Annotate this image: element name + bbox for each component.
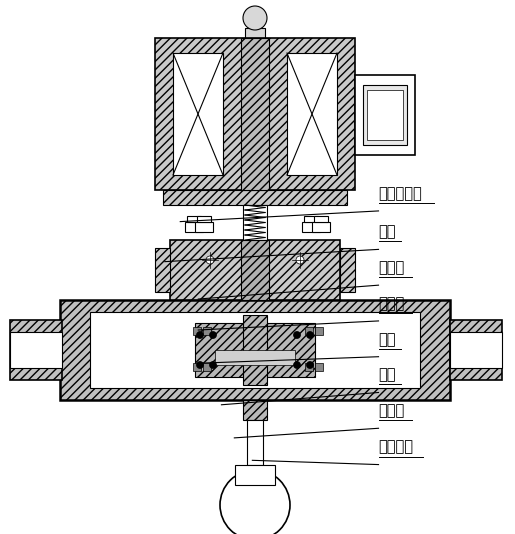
Text: 主阀芯: 主阀芯 <box>379 260 405 275</box>
Text: 阀体: 阀体 <box>379 224 396 239</box>
Circle shape <box>296 256 304 264</box>
Circle shape <box>210 362 216 368</box>
Bar <box>90 312 420 388</box>
Bar <box>241 240 269 300</box>
Bar <box>193 327 201 335</box>
Bar <box>450 332 502 368</box>
Circle shape <box>206 256 214 264</box>
Bar <box>60 300 450 400</box>
Bar <box>10 332 62 368</box>
Bar <box>215 350 295 365</box>
Bar <box>305 327 313 335</box>
Bar <box>312 222 330 232</box>
Circle shape <box>243 6 267 30</box>
Circle shape <box>220 470 290 534</box>
Bar <box>185 222 203 232</box>
Bar <box>265 323 315 377</box>
Bar <box>187 216 201 222</box>
Circle shape <box>197 332 203 339</box>
Bar <box>243 400 267 420</box>
Bar <box>304 216 318 222</box>
Text: 弹簧: 弹簧 <box>379 367 396 382</box>
Circle shape <box>294 362 300 368</box>
Bar <box>193 363 201 371</box>
Circle shape <box>210 332 216 339</box>
Bar <box>450 320 502 380</box>
Bar <box>367 90 403 140</box>
Bar <box>10 320 62 380</box>
Bar <box>241 38 269 190</box>
Bar <box>247 420 263 465</box>
Bar <box>315 363 323 371</box>
Bar <box>243 205 267 240</box>
Text: 卸压孔: 卸压孔 <box>379 296 405 311</box>
Bar <box>235 465 275 485</box>
Circle shape <box>294 332 300 339</box>
Bar <box>163 190 347 205</box>
Bar <box>245 28 265 38</box>
Bar <box>363 85 407 145</box>
Bar <box>195 323 245 377</box>
Bar <box>302 222 320 232</box>
Bar <box>170 240 340 300</box>
Bar <box>340 248 355 292</box>
Circle shape <box>197 362 203 368</box>
Bar <box>305 363 313 371</box>
Circle shape <box>306 362 314 368</box>
Text: 阀盖: 阀盖 <box>379 332 396 347</box>
Bar <box>287 53 337 175</box>
Text: 动铁芯: 动铁芯 <box>379 403 405 418</box>
Text: 电磁线圈: 电磁线圈 <box>379 439 414 454</box>
Bar <box>314 216 328 222</box>
Bar <box>173 53 223 175</box>
Bar <box>355 75 415 155</box>
Bar <box>155 248 170 292</box>
Bar <box>315 327 323 335</box>
Text: 信号反馈器: 信号反馈器 <box>379 186 422 201</box>
Bar <box>203 363 211 371</box>
Bar <box>243 315 267 385</box>
Circle shape <box>306 332 314 339</box>
Bar <box>195 222 213 232</box>
Bar <box>155 38 355 190</box>
Bar <box>197 216 211 222</box>
Bar <box>203 327 211 335</box>
